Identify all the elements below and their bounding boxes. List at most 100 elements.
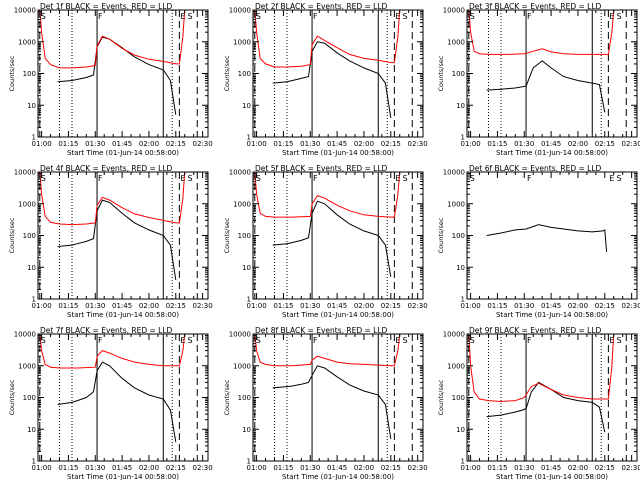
y-tick-label: 10 xyxy=(242,264,251,272)
x-tick-label: 02:30 xyxy=(622,140,640,148)
y-tick-label: 100 xyxy=(23,232,36,240)
series-line-lld xyxy=(254,172,402,218)
series-line-events xyxy=(272,41,392,118)
plot-frame xyxy=(37,9,209,138)
x-tick-label: 02:15 xyxy=(166,302,186,310)
x-tick-label: 01:15 xyxy=(487,140,507,148)
x-tick-label: 01:30 xyxy=(85,140,105,148)
plot-frame xyxy=(252,171,424,300)
x-tick-label: 01:15 xyxy=(273,464,293,472)
flag-label: S xyxy=(188,174,193,183)
plot-frame xyxy=(466,171,638,300)
x-tick-label: 02:00 xyxy=(354,302,374,310)
x-tick-label: 02:30 xyxy=(408,140,428,148)
panel-title: Det 7f BLACK = Events, RED = LLD xyxy=(40,326,173,335)
y-tick-label: 1 xyxy=(32,296,36,304)
panel-title: Det 8f BLACK = Events, RED = LLD xyxy=(255,326,388,335)
y-tick-label: 1 xyxy=(32,134,36,142)
x-tick-label: 01:45 xyxy=(327,140,347,148)
flag-label: S xyxy=(188,336,193,345)
y-axis-label: Counts/sec xyxy=(8,379,16,415)
y-tick-label: 1 xyxy=(247,134,251,142)
y-axis-label: Counts/sec xyxy=(223,55,231,91)
x-axis-label: Start Time (01-Jun-14 00:58:00) xyxy=(282,311,394,319)
flag-label: F xyxy=(313,12,318,21)
x-tick-label: 02:15 xyxy=(595,464,615,472)
x-tick-label: 02:00 xyxy=(139,140,159,148)
y-tick-label: 10000 xyxy=(443,169,465,177)
x-tick-label: 01:15 xyxy=(58,302,78,310)
x-tick-label: 01:30 xyxy=(300,302,320,310)
plot-frame xyxy=(252,9,424,138)
y-tick-label: 10 xyxy=(27,426,36,434)
x-tick-label: 02:15 xyxy=(381,302,401,310)
flag-label: F xyxy=(98,174,103,183)
x-axis-label: Start Time (01-Jun-14 00:58:00) xyxy=(496,149,608,157)
x-tick-label: 01:30 xyxy=(300,140,320,148)
x-tick-label: 02:15 xyxy=(595,140,615,148)
x-axis-label: Start Time (01-Jun-14 00:58:00) xyxy=(496,473,608,480)
x-tick-label: 01:15 xyxy=(273,140,293,148)
series-line-lld xyxy=(39,172,187,226)
y-tick-label: 1000 xyxy=(18,38,36,46)
y-tick-label: 100 xyxy=(452,232,465,240)
flag-label: E xyxy=(609,12,614,21)
panel-title: Det 2f BLACK = Events, RED = LLD xyxy=(255,2,388,11)
flag-label: E xyxy=(180,174,185,183)
x-tick-label: 01:15 xyxy=(487,464,507,472)
x-axis-label: Start Time (01-Jun-14 00:58:00) xyxy=(67,149,179,157)
x-tick-label: 01:30 xyxy=(514,302,534,310)
plot-frame xyxy=(37,171,209,300)
x-tick-label: 01:30 xyxy=(85,302,105,310)
panel-title: Det 3f BLACK = Events, RED = LLD xyxy=(469,2,602,11)
y-tick-label: 1 xyxy=(461,458,465,466)
y-axis-label: Counts/sec xyxy=(437,217,445,253)
flag-label: E xyxy=(395,12,400,21)
flag-label: F xyxy=(313,174,318,183)
series-line-events xyxy=(486,381,606,433)
series-line-lld xyxy=(39,334,187,369)
y-tick-label: 1 xyxy=(461,134,465,142)
flag-label: E xyxy=(395,174,400,183)
flag-label: S xyxy=(617,174,622,183)
flag-label: F xyxy=(527,12,532,21)
flag-label: S xyxy=(256,174,261,183)
flag-label: S xyxy=(617,336,622,345)
flag-label: E xyxy=(180,336,185,345)
x-tick-label: 02:15 xyxy=(595,302,615,310)
flag-label: S xyxy=(256,336,261,345)
y-tick-label: 100 xyxy=(238,70,251,78)
x-tick-label: 02:00 xyxy=(139,302,159,310)
x-tick-label: 01:15 xyxy=(487,302,507,310)
flag-label: S xyxy=(617,12,622,21)
flag-label: S xyxy=(403,174,408,183)
flag-label: F xyxy=(313,336,318,345)
x-tick-label: 01:00 xyxy=(460,464,480,472)
series-line-events xyxy=(57,361,177,442)
x-tick-label: 02:15 xyxy=(381,140,401,148)
x-tick-label: 01:30 xyxy=(85,464,105,472)
x-tick-label: 01:00 xyxy=(31,302,51,310)
y-tick-label: 10000 xyxy=(14,7,36,15)
y-tick-label: 1000 xyxy=(447,38,465,46)
x-tick-label: 02:30 xyxy=(408,302,428,310)
flag-label: S xyxy=(403,336,408,345)
x-axis-label: Start Time (01-Jun-14 00:58:00) xyxy=(496,311,608,319)
x-tick-label: 01:00 xyxy=(31,140,51,148)
y-tick-label: 1000 xyxy=(18,200,36,208)
series-line-lld xyxy=(39,10,187,69)
panel-title: Det 4f BLACK = Events, RED = LLD xyxy=(40,164,173,173)
flag-label: E xyxy=(609,336,614,345)
panel-title: Det 9f BLACK = Events, RED = LLD xyxy=(469,326,602,335)
x-tick-label: 02:30 xyxy=(193,140,213,148)
x-tick-label: 01:45 xyxy=(327,464,347,472)
x-tick-label: 01:45 xyxy=(112,140,132,148)
y-tick-label: 10000 xyxy=(229,331,251,339)
